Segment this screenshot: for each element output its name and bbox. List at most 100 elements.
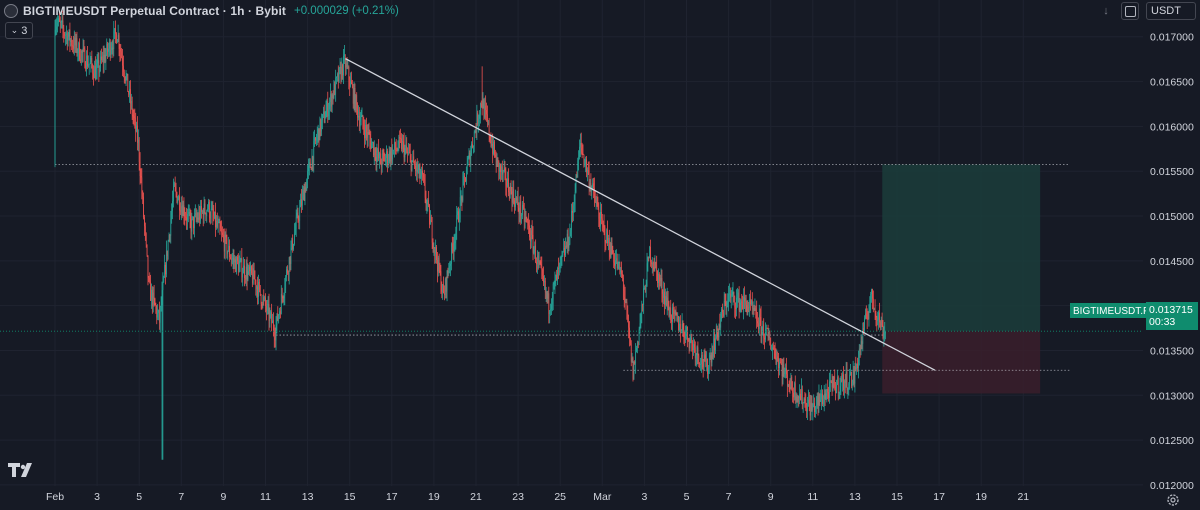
candle-body bbox=[620, 270, 622, 273]
candle-body bbox=[656, 264, 658, 271]
candle-body bbox=[294, 229, 296, 234]
candle-body bbox=[165, 264, 166, 275]
candle-body bbox=[296, 212, 298, 217]
candle-body bbox=[744, 298, 746, 302]
candle-body bbox=[412, 156, 414, 161]
candle-body bbox=[688, 340, 690, 349]
candle-body bbox=[785, 368, 786, 372]
candle-body bbox=[260, 294, 262, 305]
trendline[interactable] bbox=[345, 58, 936, 371]
candle-body bbox=[176, 192, 178, 203]
candle-body bbox=[234, 259, 236, 263]
candle-body bbox=[447, 270, 449, 274]
candle-body bbox=[803, 398, 805, 404]
candle-body bbox=[327, 101, 329, 117]
candle-body bbox=[353, 87, 355, 104]
candle-body bbox=[321, 120, 322, 132]
candle-body bbox=[216, 220, 217, 228]
time-tick-label: 5 bbox=[684, 491, 690, 503]
candle-body bbox=[232, 258, 234, 260]
candle-body bbox=[685, 331, 686, 339]
collapse-indicators-button[interactable]: ⌄ 3 bbox=[5, 22, 33, 39]
candle-body bbox=[79, 42, 80, 60]
candle-body bbox=[585, 159, 586, 164]
candle-body bbox=[648, 257, 650, 259]
candle-body bbox=[269, 313, 271, 321]
candle-body bbox=[358, 115, 360, 127]
candle-body bbox=[379, 153, 380, 159]
candle-body bbox=[465, 177, 466, 182]
candle-body bbox=[372, 142, 373, 144]
time-axis[interactable]: Feb 3 5 7 9 11 13 15 17 19 21 23 25 Mar 3 5 7 9 11 13 15 17 19… bbox=[0, 486, 1143, 510]
candle-body bbox=[862, 328, 864, 344]
candle-body bbox=[528, 221, 529, 226]
candle-body bbox=[375, 156, 377, 162]
candle-body bbox=[581, 148, 583, 153]
candle-body bbox=[603, 224, 605, 228]
candle-body bbox=[236, 257, 237, 272]
candle-body bbox=[857, 363, 858, 369]
auto-scale-button[interactable] bbox=[1121, 2, 1139, 20]
settings-gear-icon[interactable] bbox=[1166, 493, 1180, 507]
candle-body bbox=[822, 393, 823, 404]
candle-body bbox=[623, 290, 625, 298]
candle-body bbox=[840, 379, 842, 387]
tradingview-logo-icon[interactable] bbox=[8, 463, 36, 479]
candle-body bbox=[801, 389, 803, 405]
candle-body bbox=[424, 182, 426, 198]
take-profit-zone[interactable] bbox=[882, 164, 1041, 332]
candle-body bbox=[417, 169, 419, 173]
candle-body bbox=[837, 376, 839, 394]
price-axis[interactable]: 0.017000 0.016500 0.016000 0.015500 0.015000… bbox=[1143, 0, 1200, 510]
candle-body bbox=[157, 312, 158, 318]
candle-body bbox=[505, 170, 507, 186]
symbol-title[interactable]: BIGTIMEUSDT Perpetual Contract · 1h · By… bbox=[23, 4, 286, 18]
candle-body bbox=[414, 163, 415, 166]
candle-body bbox=[202, 211, 204, 220]
candle-body bbox=[586, 159, 587, 173]
candle-body bbox=[510, 185, 512, 192]
candle-body bbox=[344, 54, 345, 57]
candle-body bbox=[594, 197, 596, 203]
candle-body bbox=[736, 297, 737, 310]
candle-body bbox=[368, 132, 370, 134]
scroll-down-button[interactable]: ↓ bbox=[1097, 2, 1115, 20]
candle-body bbox=[625, 301, 627, 303]
candle-body bbox=[500, 165, 501, 173]
candle-body bbox=[382, 153, 384, 155]
candle-body bbox=[194, 213, 196, 216]
candle-body bbox=[57, 22, 58, 26]
candle-body bbox=[654, 261, 656, 270]
last-price-tag: 0.013715 00:33 bbox=[1146, 302, 1198, 330]
candle-body bbox=[117, 34, 119, 40]
candle-body bbox=[644, 287, 645, 289]
candle-body bbox=[155, 305, 157, 308]
currency-select[interactable]: USDT bbox=[1146, 2, 1196, 20]
candle-body bbox=[265, 297, 266, 306]
candle-body bbox=[532, 234, 534, 253]
candle-body bbox=[85, 67, 87, 69]
candle-body bbox=[687, 326, 688, 340]
candle-body bbox=[352, 86, 354, 104]
candle-body bbox=[121, 52, 123, 58]
candle-body bbox=[476, 112, 478, 133]
candle-body bbox=[485, 105, 486, 110]
candle-body bbox=[313, 141, 315, 164]
time-tick-label: 11 bbox=[260, 491, 271, 503]
candle-body bbox=[762, 324, 764, 327]
candle-body bbox=[415, 165, 416, 171]
candle-body bbox=[858, 357, 859, 369]
candle-body bbox=[86, 55, 87, 69]
candle-body bbox=[111, 47, 113, 50]
candle-body bbox=[160, 305, 162, 308]
candle-body bbox=[416, 163, 417, 171]
candle-body bbox=[573, 206, 574, 213]
candle-body bbox=[451, 243, 452, 264]
stop-loss-zone[interactable] bbox=[882, 331, 1041, 394]
candle-body bbox=[442, 284, 444, 292]
candle-body bbox=[119, 48, 121, 52]
candle-body bbox=[84, 48, 86, 68]
candle-body bbox=[533, 249, 535, 253]
candle-body bbox=[520, 201, 522, 217]
